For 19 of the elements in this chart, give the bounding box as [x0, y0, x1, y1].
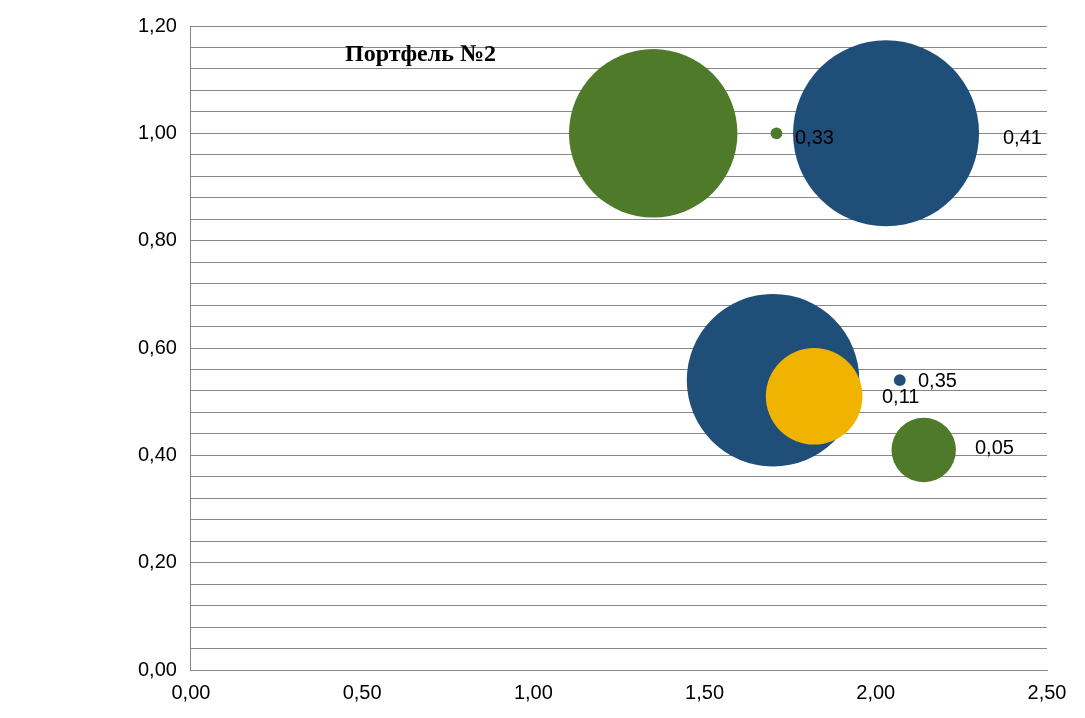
annotation: 0,11: [882, 384, 920, 407]
y-tick-label: 0,60: [137, 335, 177, 358]
y-tick-label: 0,40: [137, 442, 177, 465]
annotation: 0,33: [795, 125, 834, 148]
y-tick-label: 1,20: [137, 13, 177, 36]
y-tick-label: 0,20: [137, 550, 177, 573]
x-tick-label: 0,50: [342, 680, 382, 703]
x-tick-label: 2,50: [1027, 680, 1067, 703]
y-tick-label: 0,80: [137, 228, 177, 251]
annotation: 0,05: [975, 435, 1014, 458]
y-tick-label: 0,00: [137, 657, 177, 680]
annotation: 0,41: [1003, 125, 1042, 148]
x-tick-label: 0,00: [171, 680, 211, 703]
x-tick-label: 2,00: [856, 680, 896, 703]
text: Портфель №2: [345, 40, 497, 67]
x-tick-label: 1,50: [685, 680, 725, 703]
annotation: 0,35: [918, 368, 957, 391]
x-tick-label: 1,00: [513, 680, 553, 703]
y-tick-label: 1,00: [137, 120, 177, 143]
